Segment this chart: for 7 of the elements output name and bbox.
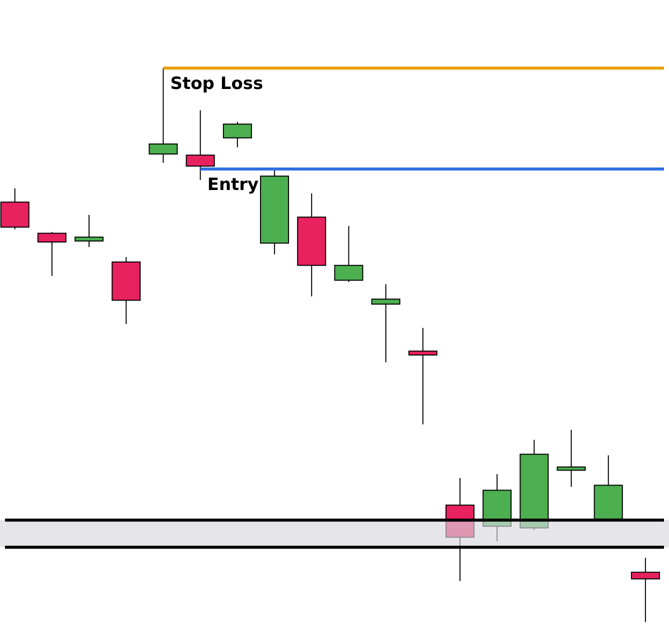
candlestick: [74, 214, 104, 248]
ref-line-label: Entry: [207, 174, 259, 195]
candlestick: [630, 557, 660, 623]
candlestick: [371, 284, 400, 363]
candlestick: [556, 429, 586, 488]
candlestick: [408, 327, 438, 425]
ref-line-label: Stop Loss: [170, 74, 264, 94]
